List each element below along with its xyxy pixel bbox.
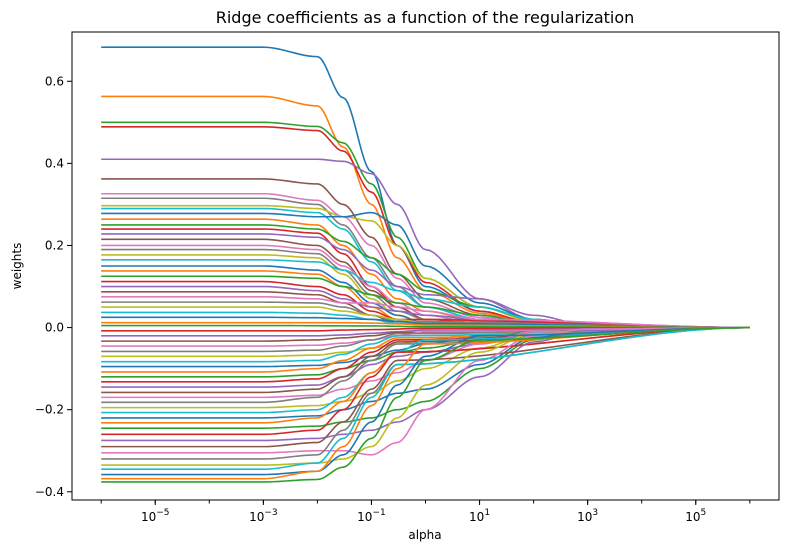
coefficient-line-38 bbox=[101, 326, 750, 353]
x-axis-ticks: 10−5 10−3 10−1 101 103 105 bbox=[100, 500, 751, 524]
coefficient-line-27 bbox=[101, 295, 750, 329]
coefficient-line-46 bbox=[101, 326, 750, 394]
coefficient-line-42 bbox=[101, 326, 750, 373]
x-tick-label: 101 bbox=[469, 508, 490, 524]
coefficient-line-35 bbox=[101, 326, 750, 337]
x-tick-label: 10−3 bbox=[249, 508, 278, 524]
x-tick-label: 105 bbox=[685, 508, 706, 524]
coefficient-line-40 bbox=[101, 326, 750, 363]
y-tick-label: −0.2 bbox=[35, 403, 64, 417]
coefficient-line-60 bbox=[101, 326, 750, 471]
coefficient-line-31 bbox=[101, 316, 750, 329]
y-tick-label: 0.0 bbox=[45, 321, 64, 335]
y-tick-label: −0.4 bbox=[35, 485, 64, 499]
coefficient-line-34 bbox=[101, 326, 750, 332]
coefficient-line-59 bbox=[101, 326, 750, 466]
coefficient-line-32 bbox=[101, 321, 750, 329]
coefficient-line-15 bbox=[101, 233, 750, 329]
coefficient-line-54 bbox=[101, 326, 750, 436]
x-axis-label: alpha bbox=[408, 528, 441, 542]
coefficient-line-33 bbox=[101, 324, 750, 329]
coefficient-line-63 bbox=[101, 326, 750, 483]
coefficient-line-44 bbox=[101, 326, 750, 383]
chart-title: Ridge coefficients as a function of the … bbox=[216, 8, 635, 27]
coefficient-line-61 bbox=[101, 326, 750, 476]
coefficient-line-37 bbox=[101, 326, 750, 347]
x-tick-label: 10−1 bbox=[357, 508, 386, 524]
coefficient-line-51 bbox=[101, 326, 750, 419]
coefficient-line-56 bbox=[101, 326, 750, 448]
y-axis-label: weights bbox=[10, 243, 24, 290]
x-tick-label: 103 bbox=[577, 508, 598, 524]
coefficient-line-36 bbox=[101, 326, 750, 342]
series-layer bbox=[101, 46, 750, 483]
coefficient-line-62 bbox=[101, 326, 750, 480]
y-tick-label: 0.6 bbox=[45, 74, 64, 88]
y-tick-label: 0.2 bbox=[45, 238, 64, 252]
coefficient-line-50 bbox=[101, 326, 750, 414]
y-tick-label: 0.4 bbox=[45, 156, 64, 170]
coefficient-line-48 bbox=[101, 326, 750, 404]
y-axis-ticks: −0.4 −0.2 0.0 0.2 0.4 0.6 bbox=[35, 74, 72, 499]
coefficient-line-25 bbox=[101, 285, 750, 329]
x-tick-label: 10−5 bbox=[141, 508, 170, 524]
